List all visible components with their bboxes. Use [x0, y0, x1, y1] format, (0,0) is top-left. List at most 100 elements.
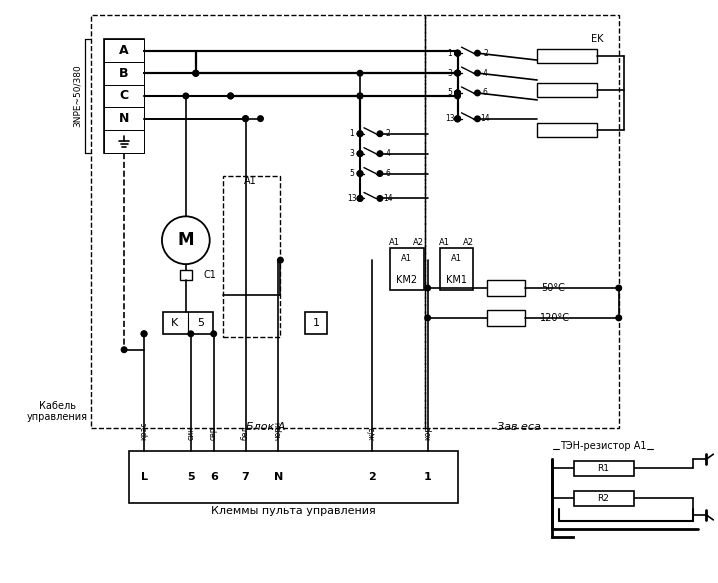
Circle shape [141, 331, 146, 336]
Text: A2: A2 [463, 238, 474, 247]
Circle shape [358, 93, 363, 99]
Text: 6: 6 [210, 472, 218, 482]
Bar [104, 85, 144, 107]
Text: 4: 4 [483, 69, 488, 78]
Circle shape [358, 131, 363, 136]
Circle shape [454, 93, 460, 99]
Circle shape [358, 171, 363, 176]
Text: 120°C: 120°C [540, 313, 570, 323]
Text: B: B [119, 66, 129, 80]
Text: 1: 1 [350, 129, 355, 138]
Circle shape [358, 151, 363, 156]
Text: EK: EK [591, 34, 603, 44]
Bar [163, 312, 213, 334]
Text: ТЭН-резистор А1: ТЭН-резистор А1 [559, 441, 646, 451]
Text: крас: крас [139, 422, 149, 440]
Text: KM1: KM1 [446, 275, 467, 285]
Circle shape [228, 93, 233, 99]
Circle shape [188, 331, 194, 336]
Text: 13: 13 [348, 194, 357, 203]
Text: N: N [119, 112, 129, 125]
Text: 50°C: 50°C [541, 283, 565, 293]
Bar [537, 123, 597, 137]
Text: Блок А: Блок А [246, 422, 285, 433]
Circle shape [358, 93, 363, 99]
Circle shape [425, 285, 431, 291]
Text: кор: кор [423, 426, 432, 440]
Text: A1: A1 [401, 254, 412, 263]
Circle shape [243, 116, 248, 121]
Circle shape [358, 151, 363, 156]
Bar [129, 451, 457, 503]
Bar [91, 15, 424, 429]
Text: A: A [119, 44, 129, 57]
Circle shape [377, 196, 383, 201]
Circle shape [454, 90, 460, 96]
Circle shape [454, 50, 460, 56]
Text: 2: 2 [368, 472, 376, 482]
Circle shape [454, 90, 460, 96]
Text: 2: 2 [483, 48, 488, 58]
Circle shape [278, 257, 283, 263]
Bar [305, 312, 327, 334]
Circle shape [454, 90, 460, 96]
Text: 3: 3 [350, 149, 355, 158]
Circle shape [454, 50, 460, 56]
Circle shape [211, 331, 217, 336]
Circle shape [377, 131, 383, 136]
Circle shape [141, 331, 146, 336]
Bar [223, 175, 280, 337]
Text: 14: 14 [383, 194, 393, 203]
Bar [537, 83, 597, 97]
Circle shape [454, 116, 460, 122]
Bar [574, 461, 634, 476]
Bar [439, 248, 473, 290]
Circle shape [358, 71, 363, 76]
Bar [390, 248, 424, 290]
Text: бел: бел [240, 426, 249, 440]
Circle shape [358, 131, 363, 136]
Text: 4: 4 [386, 149, 391, 158]
Text: C1: C1 [204, 270, 217, 280]
Text: A1: A1 [439, 238, 450, 247]
Circle shape [454, 116, 460, 122]
Text: L: L [141, 472, 147, 482]
Circle shape [358, 196, 363, 201]
Circle shape [121, 347, 127, 353]
Circle shape [475, 116, 480, 122]
Text: Клеммы пульта управления: Клеммы пульта управления [211, 506, 376, 516]
Bar [104, 62, 144, 85]
Text: A2: A2 [414, 238, 424, 247]
Text: 1: 1 [447, 48, 452, 58]
Text: Кабель
управления: Кабель управления [27, 401, 88, 422]
Text: Зав еса: Зав еса [498, 422, 541, 433]
Text: K: K [172, 318, 179, 328]
Text: ж/з: ж/з [368, 427, 376, 440]
Text: 6: 6 [386, 169, 391, 178]
Bar [104, 39, 144, 62]
Text: A1: A1 [243, 175, 256, 185]
Text: сер: сер [208, 427, 218, 440]
Circle shape [425, 315, 431, 321]
Text: R1: R1 [597, 464, 609, 473]
Text: 5: 5 [350, 169, 355, 178]
Circle shape [475, 90, 480, 96]
Text: 3NPE~50/380: 3NPE~50/380 [73, 65, 82, 127]
Circle shape [616, 315, 622, 321]
Bar [104, 39, 144, 153]
Circle shape [183, 93, 189, 99]
Circle shape [475, 71, 480, 76]
Circle shape [243, 116, 248, 121]
Text: 6: 6 [483, 89, 488, 97]
Text: син: син [186, 426, 195, 440]
Bar [424, 15, 619, 429]
Text: C: C [120, 89, 129, 103]
Text: черн: черн [274, 421, 283, 440]
Circle shape [454, 71, 460, 76]
Bar [104, 107, 144, 130]
Circle shape [358, 196, 363, 201]
Circle shape [162, 216, 210, 264]
Text: 5: 5 [187, 472, 195, 482]
Bar [488, 310, 525, 326]
Text: KM2: KM2 [396, 275, 417, 285]
